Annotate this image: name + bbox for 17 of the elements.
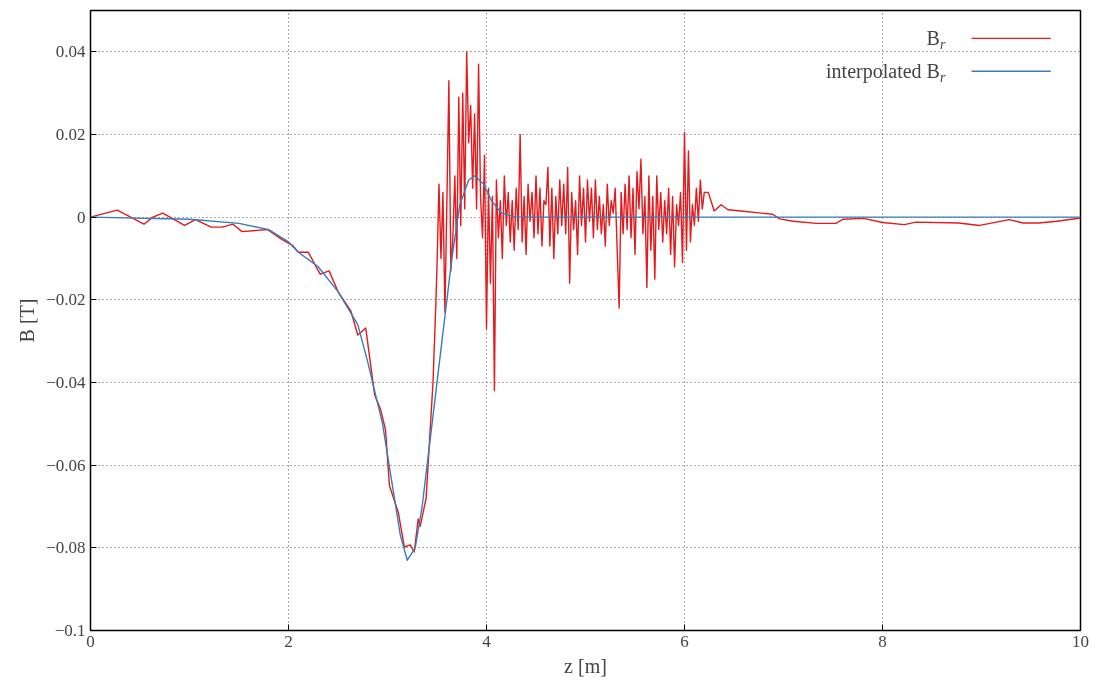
y-tick-label: 0.02 [55,125,86,144]
x-tick-label: 8 [878,631,887,651]
y-tick-label: −0.06 [46,455,86,475]
y-tick-label: 0.04 [55,42,86,62]
y-tick-label: −0.02 [46,290,86,310]
x-tick-label: 10 [1072,631,1089,651]
y-tick-label: −0.04 [46,373,86,392]
y-tick-label: −0.1 [54,621,86,640]
x-tick-label: 2 [284,631,293,651]
y-tick-label: 0 [77,207,86,227]
x-axis-title: z [m] [564,654,607,677]
x-tick-label: 4 [482,631,492,651]
y-axis-title: B [T] [16,298,39,343]
line-series [90,175,1081,561]
x-tick-label: 6 [680,631,689,651]
y-tick-label: −0.08 [46,538,86,558]
line-series [90,51,1081,553]
